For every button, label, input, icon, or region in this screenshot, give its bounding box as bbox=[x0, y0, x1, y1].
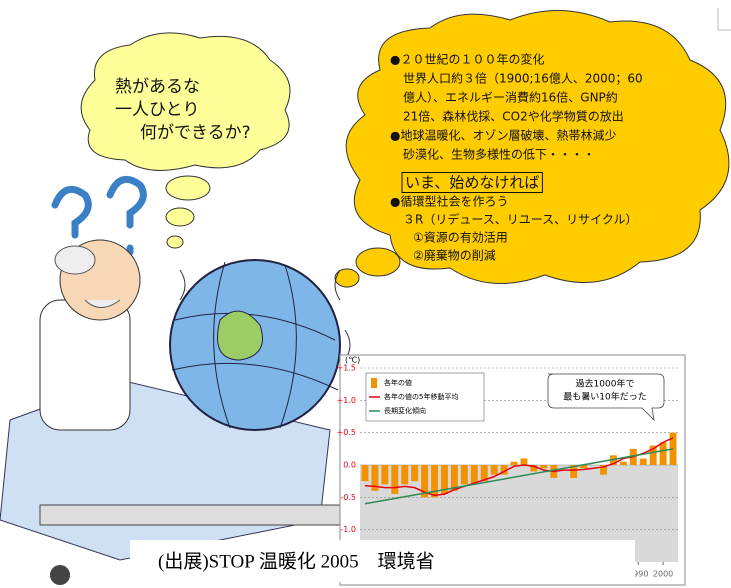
y-tick-label: -0.5 bbox=[340, 493, 356, 502]
bar bbox=[461, 465, 468, 484]
y-tick-label: -1.0 bbox=[340, 525, 356, 534]
bar bbox=[391, 465, 398, 494]
y-tick-label: +1.5 bbox=[337, 364, 356, 373]
legend-label: 各年の値の5年移動平均 bbox=[384, 392, 458, 401]
corner-mark bbox=[718, 8, 731, 30]
bar bbox=[511, 462, 518, 465]
bubble-text: 一人ひとり bbox=[115, 100, 200, 120]
bubble-text: 21倍、森林伐採、CO2や化学物質の放出 bbox=[403, 109, 624, 124]
bar bbox=[520, 459, 527, 465]
bubble-text: 砂漠化、生物多様性の低下・・・・ bbox=[403, 148, 595, 162]
bar bbox=[381, 465, 388, 484]
bar bbox=[660, 442, 667, 465]
bar bbox=[471, 465, 478, 484]
bubble-text: 億人）、エネルギー消費約16倍、GNP約 bbox=[403, 90, 618, 105]
annotation-text: 最も暑い10年だった bbox=[563, 391, 646, 403]
bubble-heading: いま、始めなければ bbox=[405, 174, 539, 192]
bubble-text: ●循環型社会を作ろう bbox=[390, 194, 508, 209]
bar bbox=[411, 465, 418, 481]
bubble-text: ①資源の有効活用 bbox=[413, 230, 508, 245]
y-tick-label: +0.5 bbox=[337, 428, 356, 437]
bubble-text: 何ができるか? bbox=[140, 123, 251, 143]
bar bbox=[361, 465, 368, 481]
x-tick-label: 2000 bbox=[653, 570, 673, 579]
caption: (出展)STOP 温暖化 2005 環境省 bbox=[158, 550, 435, 572]
bar bbox=[640, 459, 647, 465]
y-tick-label: 0.0 bbox=[343, 461, 356, 470]
bar bbox=[401, 465, 408, 484]
y-tick-label: +1.0 bbox=[337, 396, 356, 405]
bar bbox=[620, 462, 627, 465]
bubble-text: ②廃棄物の削減 bbox=[413, 248, 496, 263]
bubble-text: 世界人口約３倍（1900;16億人、2000；60 bbox=[403, 71, 643, 86]
bubble-text: ●２０世紀の１００年の変化 bbox=[390, 52, 544, 67]
legend-label: 各年の値 bbox=[384, 378, 412, 387]
legend-swatch bbox=[371, 378, 377, 388]
page: (℃)+1.5+1.0+0.50.0-0.5-1.019902000各年の値各年… bbox=[0, 0, 731, 588]
bubble-text: 熱があるな bbox=[115, 77, 200, 97]
bar bbox=[491, 465, 498, 475]
legend-label: 長期変化傾向 bbox=[384, 406, 426, 415]
bubble-text: ●地球温暖化、オゾン層破壊、熱帯林減少 bbox=[390, 128, 616, 143]
bar bbox=[540, 465, 547, 468]
bubble-text: ３R（リデュース、リユース、リサイクル） bbox=[403, 212, 638, 227]
annotation-text: 過去1000年で bbox=[576, 378, 635, 390]
